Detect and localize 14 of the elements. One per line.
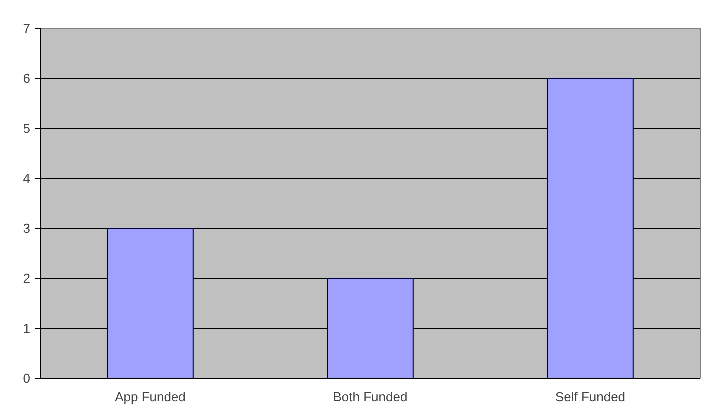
- y-tick-label: 2: [23, 271, 31, 286]
- y-tick-label: 3: [23, 221, 31, 236]
- bar: [327, 278, 414, 378]
- x-tick-label: App Funded: [115, 390, 186, 404]
- bar: [547, 78, 634, 378]
- y-tick-label: 6: [23, 71, 31, 86]
- y-tick-label: 1: [23, 321, 31, 336]
- y-tick-label: 4: [23, 171, 31, 186]
- x-tick-label: Self Funded: [555, 390, 626, 404]
- x-tick-label: Both Funded: [333, 390, 408, 404]
- y-tick-label: 0: [23, 371, 31, 386]
- y-tick-label: 5: [23, 121, 31, 136]
- bar: [107, 228, 194, 378]
- y-tick-label: 7: [23, 21, 31, 36]
